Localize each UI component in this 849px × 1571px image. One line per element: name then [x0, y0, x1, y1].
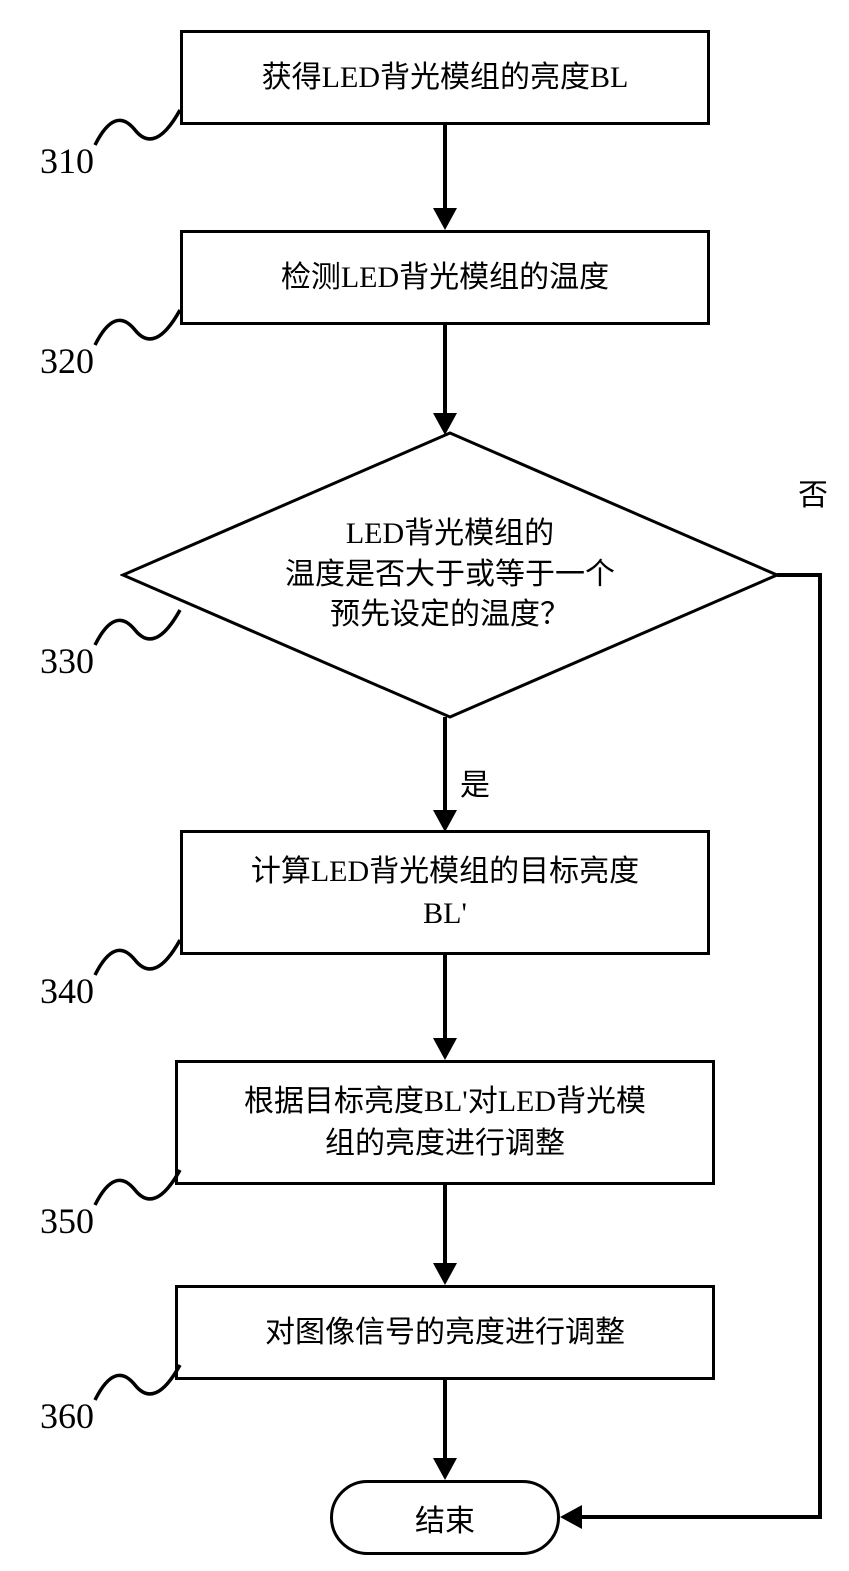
node-310: 获得LED背光模组的亮度BL [180, 30, 710, 125]
arrow-360-end [443, 1380, 447, 1460]
arrow-340-350 [443, 955, 447, 1040]
node-350: 根据目标亮度BL'对LED背光模 组的亮度进行调整 [175, 1060, 715, 1185]
flowchart-container: 获得LED背光模组的亮度BL 310 检测LED背光模组的温度 320 LED背… [0, 0, 849, 1571]
squiggle-350 [90, 1160, 185, 1215]
label-350: 350 [40, 1200, 94, 1242]
squiggle-360 [90, 1355, 185, 1410]
arrowhead-330-no [560, 1505, 582, 1529]
node-end-text: 结束 [415, 1496, 475, 1540]
squiggle-310 [90, 100, 185, 155]
node-330-text: LED背光模组的 温度是否大于或等于一个 预先设定的温度？ [225, 514, 675, 636]
node-350-text: 根据目标亮度BL'对LED背光模 组的亮度进行调整 [244, 1081, 646, 1165]
squiggle-320 [90, 300, 185, 355]
node-320: 检测LED背光模组的温度 [180, 230, 710, 325]
label-no: 否 [798, 470, 828, 514]
arrow-330-no-h2 [580, 1515, 822, 1519]
arrow-330-no-h1 [777, 573, 822, 577]
arrowhead-330-340 [433, 810, 457, 832]
node-330: LED背光模组的 温度是否大于或等于一个 预先设定的温度？ [120, 430, 780, 720]
node-360-text: 对图像信号的亮度进行调整 [265, 1312, 625, 1354]
arrow-330-no-v [818, 573, 822, 1518]
arrow-350-360 [443, 1185, 447, 1265]
node-360: 对图像信号的亮度进行调整 [175, 1285, 715, 1380]
arrow-310-320 [443, 125, 447, 210]
squiggle-330 [90, 600, 185, 655]
squiggle-340 [90, 930, 185, 985]
node-340-text: 计算LED背光模组的目标亮度 BL' [251, 851, 639, 935]
arrowhead-360-end [433, 1458, 457, 1480]
arrow-320-330 [443, 325, 447, 415]
node-310-text: 获得LED背光模组的亮度BL [262, 57, 629, 99]
arrowhead-310-320 [433, 208, 457, 230]
arrowhead-350-360 [433, 1263, 457, 1285]
label-330: 330 [40, 640, 94, 682]
label-360: 360 [40, 1395, 94, 1437]
arrowhead-340-350 [433, 1038, 457, 1060]
node-end: 结束 [330, 1480, 560, 1555]
label-320: 320 [40, 340, 94, 382]
label-yes: 是 [460, 760, 490, 804]
arrow-330-340 [443, 717, 447, 812]
label-310: 310 [40, 140, 94, 182]
label-340: 340 [40, 970, 94, 1012]
node-340: 计算LED背光模组的目标亮度 BL' [180, 830, 710, 955]
node-320-text: 检测LED背光模组的温度 [281, 257, 609, 299]
